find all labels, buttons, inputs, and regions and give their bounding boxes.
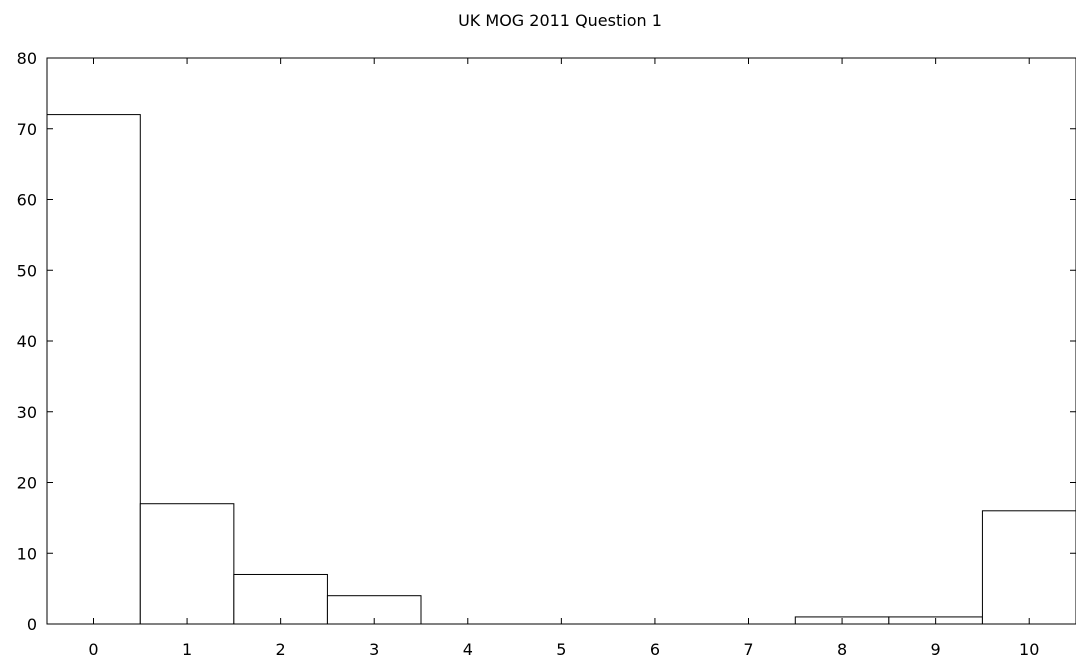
y-tick-label-50: 50 (17, 261, 37, 280)
bar-0 (46, 114, 141, 625)
chart-title: UK MOG 2011 Question 1 (458, 11, 662, 30)
bar-10 (981, 510, 1076, 625)
x-tick-label-2: 2 (276, 640, 286, 659)
bar-2 (233, 573, 328, 625)
bar-1 (139, 503, 235, 625)
x-tick-label-9: 9 (931, 640, 941, 659)
x-tick-label-8: 8 (837, 640, 847, 659)
y-tick-label-20: 20 (17, 474, 37, 493)
x-tick-label-5: 5 (556, 640, 566, 659)
bars-layer (46, 114, 1076, 625)
x-tick-label-7: 7 (743, 640, 753, 659)
y-tick-label-70: 70 (17, 120, 37, 139)
x-tick-label-4: 4 (463, 640, 473, 659)
x-tick-label-6: 6 (650, 640, 660, 659)
x-tick-label-0: 0 (88, 640, 98, 659)
y-tick-label-80: 80 (17, 49, 37, 68)
y-axis: 0 10 20 30 40 50 60 70 80 (17, 49, 1076, 634)
y-tick-label-30: 30 (17, 403, 37, 422)
x-tick-label-1: 1 (182, 640, 192, 659)
y-tick-label-40: 40 (17, 332, 37, 351)
x-axis: 0 1 2 3 4 5 6 7 8 9 10 (88, 58, 1039, 659)
y-tick-label-0: 0 (27, 615, 37, 634)
y-tick-label-60: 60 (17, 191, 37, 210)
x-tick-label-3: 3 (369, 640, 379, 659)
y-tick-label-10: 10 (17, 544, 37, 563)
x-tick-label-10: 10 (1019, 640, 1039, 659)
